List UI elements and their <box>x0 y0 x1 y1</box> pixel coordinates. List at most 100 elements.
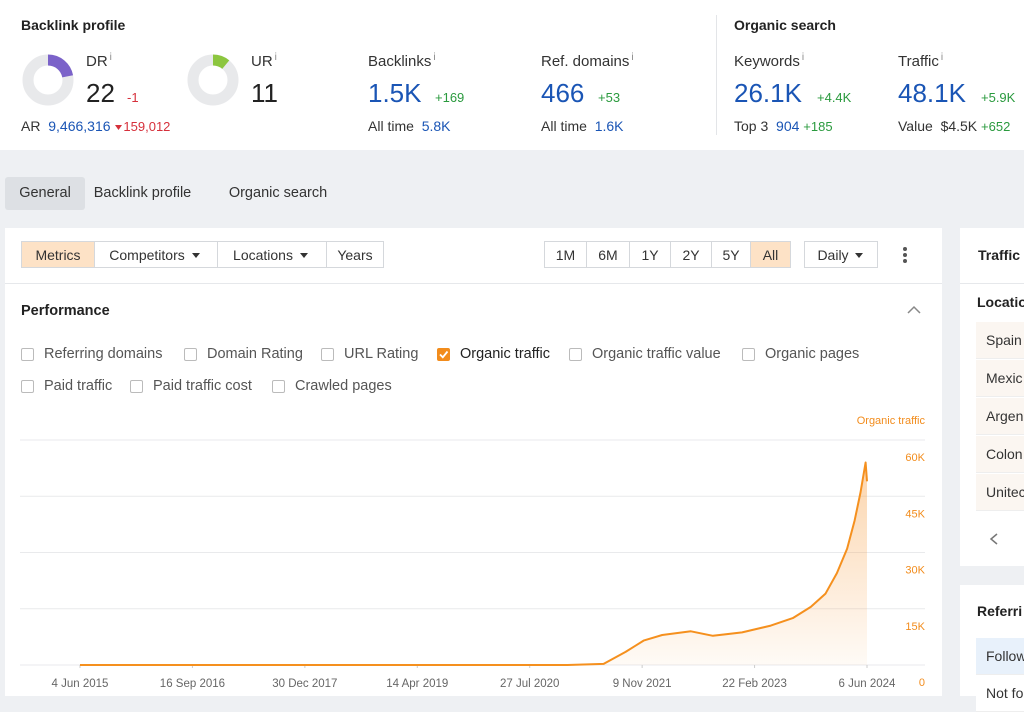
metric-checkbox[interactable]: Organic traffic <box>437 345 550 363</box>
section-title: Organic search <box>734 17 836 33</box>
metric-label: UR i <box>251 52 277 70</box>
metric-label: Ref. domains i <box>541 52 634 70</box>
side-title: Traffic <box>978 247 1021 263</box>
view-button[interactable]: Locations <box>217 241 327 268</box>
location-row[interactable]: Colon <box>976 436 1024 473</box>
tab[interactable]: General <box>5 177 85 210</box>
summary-panel <box>0 0 1024 150</box>
metric-checkbox[interactable]: Domain Rating <box>184 345 303 363</box>
metric-value[interactable]: 48.1K <box>898 78 966 108</box>
change: +652 <box>981 119 1011 134</box>
metric-checkbox[interactable]: Paid traffic cost <box>130 377 252 395</box>
checkbox <box>184 347 197 361</box>
info-icon[interactable]: i <box>940 52 944 63</box>
range-button[interactable]: 1M <box>544 241 587 268</box>
tab[interactable]: Backlink profile <box>93 185 192 201</box>
label: Value <box>898 118 933 134</box>
checkbox <box>21 347 34 361</box>
metric-value[interactable]: 1.5K <box>368 78 422 108</box>
location-row[interactable]: Unitec <box>976 474 1024 511</box>
metric-checkbox[interactable]: URL Rating <box>321 345 418 363</box>
label: Domain Rating <box>207 346 303 362</box>
checkbox <box>272 379 285 393</box>
checkbox <box>742 347 755 361</box>
label: Top 3 <box>734 118 769 134</box>
info-icon[interactable]: i <box>631 52 634 63</box>
sub-row: All time 5.8K <box>368 118 451 134</box>
value[interactable]: 1.6K <box>594 118 624 134</box>
change: 159,012 <box>123 119 171 134</box>
label: Daily <box>817 247 849 263</box>
label: URL Rating <box>344 346 419 362</box>
metric-value[interactable]: 466 <box>541 78 585 108</box>
donut-arc <box>187 54 239 106</box>
caret <box>854 253 863 258</box>
label: Ref. domains <box>541 53 630 70</box>
sub-row: Value $4.5K +652 <box>898 118 1010 134</box>
metric-checkbox[interactable]: Crawled pages <box>272 377 392 395</box>
side-subtitle: Referri <box>977 603 1023 619</box>
donut-track <box>187 54 239 106</box>
value: 9,466,316 <box>48 118 111 134</box>
view-button[interactable]: Years <box>326 241 384 268</box>
label: Organic traffic <box>460 346 550 362</box>
info-icon[interactable]: i <box>274 52 277 63</box>
metric-value: 22 <box>86 78 115 108</box>
label: Keywords <box>734 53 800 70</box>
info-icon[interactable]: i <box>801 52 805 63</box>
prev-page[interactable] <box>988 532 1000 546</box>
info-icon[interactable]: i <box>109 52 112 63</box>
metric-value: 11 <box>251 78 278 108</box>
checkbox <box>21 379 34 393</box>
ur-donut <box>187 54 239 106</box>
label: Organic traffic value <box>592 346 721 362</box>
info-icon[interactable]: i <box>433 52 436 63</box>
range-button[interactable]: 5Y <box>711 241 751 268</box>
down-arrow <box>115 125 123 130</box>
label: All time <box>541 118 587 134</box>
metric-change: +169 <box>435 90 465 105</box>
interval-dropdown[interactable]: Daily <box>804 241 878 268</box>
metric-value[interactable]: 26.1K <box>734 78 802 108</box>
value[interactable]: 904 <box>776 118 800 134</box>
label: Referring domains <box>44 346 163 362</box>
dr-donut <box>22 54 74 106</box>
location-row[interactable]: Mexic <box>976 360 1024 397</box>
sub-row: All time 1.6K <box>541 118 624 134</box>
range-button[interactable]: All <box>750 241 791 268</box>
location-row[interactable]: Spain <box>976 322 1024 359</box>
label: Years <box>337 247 373 263</box>
label: Organic pages <box>765 346 860 362</box>
label: DR <box>86 53 108 70</box>
value[interactable]: 5.8K <box>421 118 451 134</box>
view-button[interactable]: Competitors <box>94 241 218 268</box>
referring-row[interactable]: Not fo <box>976 675 1024 712</box>
more-menu[interactable] <box>897 245 913 265</box>
label: UR <box>251 53 273 70</box>
range-button[interactable]: 6M <box>586 241 630 268</box>
location-row[interactable]: Argen <box>976 398 1024 435</box>
metric-checkbox[interactable]: Organic pages <box>742 345 859 363</box>
metric-checkbox[interactable]: Paid traffic <box>21 377 112 395</box>
panel-title: Performance <box>21 303 110 319</box>
sub-row: Top 3 904 +185 <box>734 118 833 134</box>
collapse-toggle[interactable] <box>906 304 922 316</box>
view-button[interactable]: Metrics <box>21 241 95 268</box>
metric-checkbox[interactable]: Organic traffic value <box>569 345 721 363</box>
label: Traffic <box>898 53 939 70</box>
metric-label: Backlinks i <box>368 52 436 70</box>
metric-label: Traffic i <box>898 52 943 70</box>
range-button[interactable]: 1Y <box>629 241 671 268</box>
metric-change: +4.4K <box>817 90 852 105</box>
tab[interactable]: Organic search <box>228 185 328 201</box>
label: Competitors <box>109 247 185 263</box>
metric-label: Keywords i <box>734 52 804 70</box>
metric-change: -1 <box>127 90 139 105</box>
metric-checkbox[interactable]: Referring domains <box>21 345 162 363</box>
range-button[interactable]: 2Y <box>670 241 712 268</box>
checkbox <box>437 347 450 361</box>
side-subtitle: Locatio <box>977 294 1024 310</box>
change: +185 <box>803 119 833 134</box>
referring-row[interactable]: Follow <box>976 638 1024 675</box>
